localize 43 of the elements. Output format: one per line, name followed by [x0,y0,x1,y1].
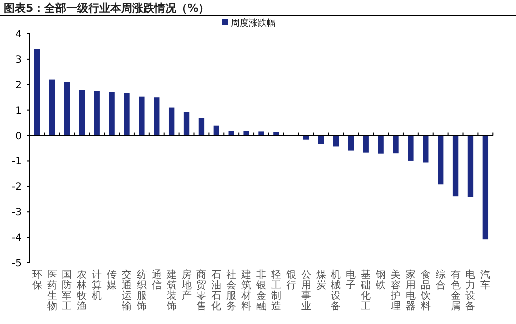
x-tick-label: 公用事业 [301,269,312,312]
y-tick-label: -5 [12,258,22,270]
x-tick-label: 电力设备 [466,269,476,312]
x-tick-label: 银行 [285,270,296,292]
x-tick-label: 基础化工 [360,269,372,312]
x-tick-label: 建筑材料 [240,269,252,312]
legend-label: 周度涨跌幅 [231,18,276,29]
x-tick-label: 有色金属 [450,269,461,312]
y-tick-label: -3 [12,208,22,219]
x-tick-label: 传媒 [107,270,118,292]
x-tick-label: 电子 [346,269,356,292]
x-tick-label: 轻工制造 [271,269,282,312]
x-tick-label: 农林牧渔 [76,270,88,312]
x-tick-label: 综合 [436,269,446,292]
x-tick-label: 石油石化 [212,270,222,312]
chart-title: 图表5：全部一级行业本周涨跌情况（%） [4,2,210,15]
x-tick-label: 环保 [32,270,42,292]
x-tick-label: 医药生物 [47,270,58,312]
x-tick-label: 家用电器 [406,269,416,312]
y-tick-label: -1 [12,156,22,168]
x-tick-label: 商贸零售 [196,269,207,312]
y-tick-label: -2 [12,182,22,194]
x-tick-label: 煤炭 [316,269,326,292]
x-tick-label: 交通运输 [122,269,132,312]
y-tick-label: 3 [16,54,22,66]
x-tick-label: 计算机 [92,269,102,302]
x-tick-label: 通信 [152,269,162,292]
x-tick-label: 机械设备 [331,269,342,312]
y-tick-label: 1 [16,106,22,117]
x-tick-label: 汽车 [480,269,491,292]
x-tick-label: 国防军工 [62,270,72,312]
x-tick-label: 钢铁 [375,270,386,292]
y-tick-label: 2 [16,80,22,92]
x-tick-label: 纺织服饰 [136,269,147,312]
y-tick-label: 0 [16,131,22,142]
y-tick-label: 4 [16,30,22,40]
y-tick-label: -4 [12,233,22,244]
x-tick-label: 社会服务 [226,269,237,312]
x-tick-label: 非银金融 [256,269,266,312]
x-tick-label: 建筑装饰 [166,269,177,312]
x-tick-label: 食品饮料 [420,269,431,312]
x-tick-label: 房地产 [180,269,192,302]
x-tick-label: 美容护理 [390,269,402,312]
